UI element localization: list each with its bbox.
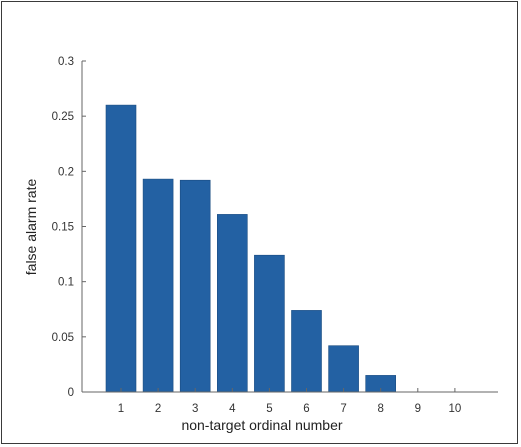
y-tick-label: 0.25 [52, 111, 74, 123]
bar-4 [217, 214, 248, 393]
y-ticks-group: 0 0.05 0.1 0.15 0.2 0.25 0.3 [52, 56, 86, 399]
y-tick-label: 0.1 [58, 277, 74, 289]
x-tick-label: 7 [340, 403, 346, 415]
x-tick-label: 9 [415, 403, 421, 415]
bar-1 [105, 104, 137, 393]
x-tick-label: 5 [266, 403, 272, 415]
y-tick-label: 0.3 [58, 56, 74, 68]
x-tick-label: 6 [303, 403, 309, 415]
y-axis-label: false alarm rate [23, 179, 39, 276]
y-tick-label: 0.15 [52, 222, 74, 234]
bar-2 [142, 178, 174, 393]
x-tick-label: 2 [155, 403, 161, 415]
y-tick-label: 0.2 [58, 166, 74, 178]
bar-6 [291, 310, 322, 393]
bar-3 [179, 179, 211, 393]
bar-7 [328, 345, 359, 393]
bar-5 [254, 254, 285, 393]
x-ticks-group: 1 2 3 4 5 6 7 8 9 10 [118, 388, 462, 415]
x-tick-label: 4 [229, 403, 236, 415]
x-tick-label: 3 [192, 403, 198, 415]
x-tick-label: 10 [449, 403, 462, 415]
x-tick-label: 1 [118, 403, 124, 415]
y-tick-label: 0 [68, 387, 74, 399]
y-tick-label: 0.05 [52, 332, 74, 344]
x-axis-label: non-target ordinal number [181, 417, 342, 433]
bars-group [105, 104, 397, 393]
x-tick-label: 8 [377, 403, 383, 415]
